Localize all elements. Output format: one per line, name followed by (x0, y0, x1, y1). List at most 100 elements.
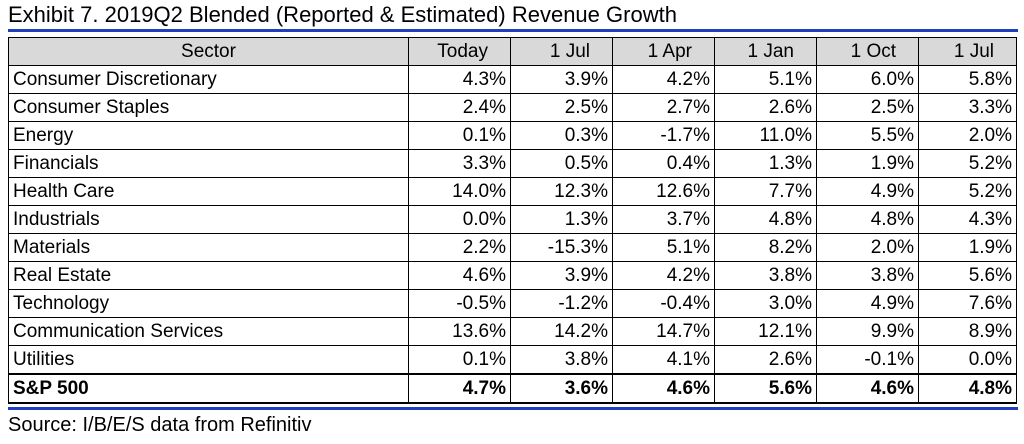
sector-cell: Consumer Discretionary (8, 65, 409, 94)
value-cell: 2.7% (612, 93, 715, 122)
value-cell: 2.2% (408, 233, 511, 262)
total-row: S&P 500 4.7% 3.6% 4.6% 5.6% 4.6% 4.8% (8, 373, 1017, 404)
sector-cell: Consumer Staples (8, 93, 409, 122)
sector-cell: Energy (8, 121, 409, 150)
sector-cell: Financials (8, 149, 409, 178)
value-cell: 3.6% (510, 373, 613, 404)
value-cell: 8.9% (918, 317, 1017, 346)
sector-cell: Utilities (8, 345, 409, 375)
value-cell: 12.3% (510, 177, 613, 206)
value-cell: 3.8% (816, 261, 919, 290)
value-cell: 3.7% (612, 205, 715, 234)
value-cell: -1.7% (612, 121, 715, 150)
value-cell: 4.3% (918, 205, 1017, 234)
table-row: Energy 0.1% 0.3% -1.7% 11.0% 5.5% 2.0% (8, 121, 1017, 150)
value-cell: 1.3% (510, 205, 613, 234)
value-cell: 4.6% (612, 373, 715, 404)
value-cell: -15.3% (510, 233, 613, 262)
table-row: Industrials 0.0% 1.3% 3.7% 4.8% 4.8% 4.3% (8, 205, 1017, 234)
value-cell: 5.2% (918, 177, 1017, 206)
table-row: Communication Services 13.6% 14.2% 14.7% 12.… (8, 317, 1017, 346)
value-cell: 2.0% (918, 121, 1017, 150)
value-cell: 4.6% (408, 261, 511, 290)
sector-cell: Real Estate (8, 261, 409, 290)
value-cell: 2.6% (714, 93, 817, 122)
value-cell: 2.6% (714, 345, 817, 375)
sector-cell: Materials (8, 233, 409, 262)
value-cell: 7.7% (714, 177, 817, 206)
column-header-1-oct: 1 Oct (816, 37, 919, 66)
value-cell: -0.4% (612, 289, 715, 318)
value-cell: 4.7% (408, 373, 511, 404)
value-cell: -0.1% (816, 345, 919, 375)
value-cell: 4.8% (714, 205, 817, 234)
value-cell: 3.8% (714, 261, 817, 290)
value-cell: 0.0% (918, 345, 1017, 375)
value-cell: 1.9% (918, 233, 1017, 262)
value-cell: 11.0% (714, 121, 817, 150)
value-cell: 4.2% (612, 261, 715, 290)
table-row: Consumer Discretionary 4.3% 3.9% 4.2% 5.1% 6.… (8, 65, 1017, 94)
header-row: Sector Today 1 Jul 1 Apr 1 Jan 1 Oct 1 J… (8, 37, 1017, 66)
table-row: Technology -0.5% -1.2% -0.4% 3.0% 4.9% 7.6% (8, 289, 1017, 318)
value-cell: -1.2% (510, 289, 613, 318)
value-cell: 3.0% (714, 289, 817, 318)
value-cell: 2.5% (816, 93, 919, 122)
table-row: Health Care 14.0% 12.3% 12.6% 7.7% 4.9% 5.2% (8, 177, 1017, 206)
value-cell: 2.4% (408, 93, 511, 122)
exhibit-title: Exhibit 7. 2019Q2 Blended (Reported & Es… (8, 2, 677, 27)
value-cell: 4.3% (408, 65, 511, 94)
value-cell: 4.9% (816, 289, 919, 318)
value-cell: 9.9% (816, 317, 919, 346)
table-row: Consumer Staples 2.4% 2.5% 2.7% 2.6% 2.5% 3.3% (8, 93, 1017, 122)
column-header-sector: Sector (8, 37, 409, 66)
column-header-1-jul: 1 Jul (510, 37, 613, 66)
value-cell: 7.6% (918, 289, 1017, 318)
value-cell: 0.0% (408, 205, 511, 234)
value-cell: 4.1% (612, 345, 715, 375)
table-row: Real Estate 4.6% 3.9% 4.2% 3.8% 3.8% 5.6% (8, 261, 1017, 290)
value-cell: 0.1% (408, 121, 511, 150)
value-cell: 5.2% (918, 149, 1017, 178)
table-row: Materials 2.2% -15.3% 5.1% 8.2% 2.0% 1.9% (8, 233, 1017, 262)
value-cell: 13.6% (408, 317, 511, 346)
table-row: Utilities 0.1% 3.8% 4.1% 2.6% -0.1% 0.0% (8, 345, 1017, 375)
value-cell: 14.2% (510, 317, 613, 346)
sector-cell: Health Care (8, 177, 409, 206)
value-cell: 0.5% (510, 149, 613, 178)
table-body: Consumer Discretionary 4.3% 3.9% 4.2% 5.1% 6.… (8, 65, 1017, 404)
revenue-growth-table: Sector Today 1 Jul 1 Apr 1 Jan 1 Oct 1 J… (8, 37, 1017, 404)
value-cell: 12.6% (612, 177, 715, 206)
sector-cell: Industrials (8, 205, 409, 234)
value-cell: 1.3% (714, 149, 817, 178)
value-cell: 3.3% (408, 149, 511, 178)
value-cell: 5.5% (816, 121, 919, 150)
value-cell: 14.7% (612, 317, 715, 346)
value-cell: 5.6% (918, 261, 1017, 290)
value-cell: 14.0% (408, 177, 511, 206)
value-cell: 4.8% (918, 373, 1017, 404)
value-cell: 8.2% (714, 233, 817, 262)
value-cell: 0.4% (612, 149, 715, 178)
value-cell: 3.9% (510, 65, 613, 94)
sector-cell: Technology (8, 289, 409, 318)
value-cell: 1.9% (816, 149, 919, 178)
value-cell: 4.8% (816, 205, 919, 234)
value-cell: 4.2% (612, 65, 715, 94)
value-cell: 4.9% (816, 177, 919, 206)
value-cell: 4.6% (816, 373, 919, 404)
bottom-rule (8, 407, 1018, 410)
value-cell: -0.5% (408, 289, 511, 318)
value-cell: 0.1% (408, 345, 511, 375)
value-cell: 3.9% (510, 261, 613, 290)
sector-cell: S&P 500 (8, 373, 409, 404)
value-cell: 5.1% (612, 233, 715, 262)
top-rule (8, 29, 1018, 32)
value-cell: 6.0% (816, 65, 919, 94)
value-cell: 12.1% (714, 317, 817, 346)
value-cell: 2.0% (816, 233, 919, 262)
value-cell: 5.1% (714, 65, 817, 94)
column-header-today: Today (408, 37, 511, 66)
value-cell: 2.5% (510, 93, 613, 122)
value-cell: 3.8% (510, 345, 613, 375)
